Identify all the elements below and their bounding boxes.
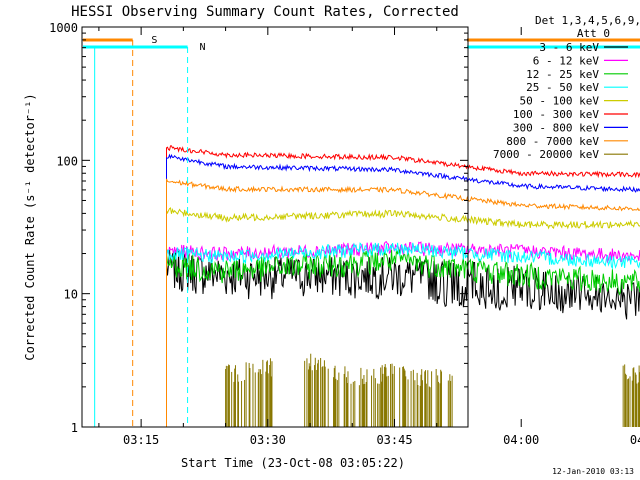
series-line [166,241,640,427]
series-line [166,247,640,427]
series-line [166,207,640,427]
series-line [166,249,640,427]
x-tick-label: 04:15 [630,433,640,447]
annotation-label: S [151,35,157,46]
legend-header-line2: Att 0 [577,27,610,40]
chart-title: HESSI Observing Summary Count Rates, Cor… [71,4,459,20]
x-axis-label: Start Time (23-Oct-08 03:05:22) [181,456,405,470]
annotation-label: N [199,42,205,53]
legend-entry-label: 6 - 12 keV [533,54,600,67]
y-tick-label: 1 [71,421,78,435]
plot-frame [81,26,469,428]
y-tick-label: 10 [64,288,78,302]
y-axis-label: Corrected Count Rate (s⁻¹ detector⁻¹) [23,93,37,360]
series-layer [166,145,640,427]
axes-layer: 03:1503:3003:4504:0004:1504:3004:4511010… [49,21,640,447]
series-line [166,242,640,427]
x-tick-label: 03:15 [123,433,159,447]
x-tick-label: 03:45 [376,433,412,447]
timestamp: 12-Jan-2010 03:13 [552,467,634,476]
legend-entry-label: 7000 - 20000 keV [493,148,599,161]
series-7000-20000-kev [225,353,640,427]
x-tick-label: 04:00 [503,433,539,447]
legend-entry-label: 800 - 7000 keV [506,135,599,148]
legend-entry-label: 100 - 300 keV [513,108,599,121]
y-tick-label: 1000 [49,21,78,35]
series-line [166,145,640,427]
y-tick-label: 100 [56,154,78,168]
legend-entry-label: 3 - 6 keV [539,41,599,54]
series-line [166,153,640,427]
series-line [166,178,640,427]
legend-header-line1: Det 1,3,4,5,6,9, [535,14,640,27]
legend-entry-label: 300 - 800 keV [513,121,599,134]
legend-entry-label: 12 - 25 keV [526,68,599,81]
x-tick-label: 03:30 [250,433,286,447]
legend-entry-label: 25 - 50 keV [526,81,599,94]
legend-entry-label: 50 - 100 keV [520,95,600,108]
annotation-s: S [83,35,640,427]
